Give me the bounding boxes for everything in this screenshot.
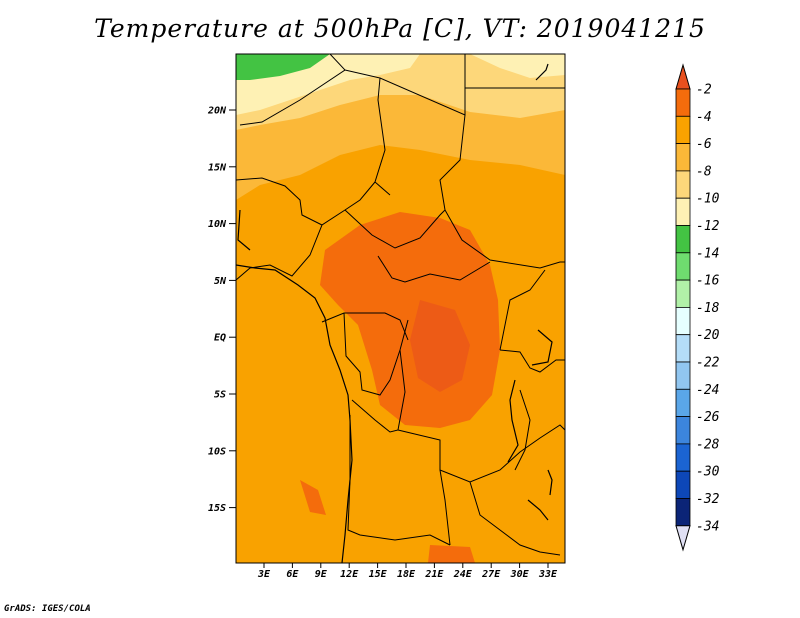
colorbar-label: -30 bbox=[696, 465, 720, 480]
colorbar-swatch bbox=[675, 361, 691, 390]
lon-tick-label: 18E bbox=[397, 569, 416, 580]
colorbar-bottom-arrow bbox=[675, 525, 691, 552]
map-title: Temperature at 500hPa [C], VT: 201904121… bbox=[94, 14, 706, 43]
colorbar-label: -32 bbox=[696, 492, 720, 507]
colorbar-label: -8 bbox=[696, 164, 712, 179]
lon-tick-label: 3E bbox=[257, 569, 271, 580]
lon-tick-label: 24E bbox=[453, 569, 473, 580]
colorbar-label: -4 bbox=[696, 110, 712, 125]
lon-tick-label: 15E bbox=[369, 569, 388, 580]
colorbar-label: -18 bbox=[696, 301, 720, 316]
longitude-axis: 3E 6E 9E 12E 15E 18E 21E 24E 27E 30E 33E bbox=[257, 563, 558, 580]
colorbar-label: -16 bbox=[696, 274, 720, 289]
colorbar-swatch bbox=[675, 498, 691, 527]
colorbar-label: -26 bbox=[696, 410, 720, 425]
colorbar-swatch bbox=[675, 170, 691, 199]
colorbar-swatch bbox=[675, 443, 691, 472]
colorbar-label: -10 bbox=[696, 192, 720, 207]
colorbar-swatch bbox=[675, 88, 691, 117]
lat-tick-label: EQ bbox=[214, 333, 226, 344]
colorbar-swatch bbox=[675, 252, 691, 281]
lon-tick-label: 21E bbox=[424, 569, 444, 580]
lat-tick-label: 10S bbox=[208, 446, 226, 457]
colorbar-swatch bbox=[675, 334, 691, 363]
colorbar-label: -2 bbox=[696, 83, 712, 98]
colorbar-swatch bbox=[675, 306, 691, 336]
lat-tick-label: 15N bbox=[208, 162, 227, 173]
colorbar-label: -14 bbox=[696, 246, 719, 261]
map-frame bbox=[235, 53, 566, 564]
latitude-axis: 20N 15N 10N 5N EQ 5S 10S 15S bbox=[207, 106, 236, 514]
coastlines bbox=[236, 63, 553, 563]
lat-tick-label: 10N bbox=[208, 219, 227, 230]
colorbar-swatch bbox=[675, 388, 691, 417]
colorbar-label: -12 bbox=[696, 219, 720, 234]
lon-tick-label: 12E bbox=[340, 569, 359, 580]
colorbar-swatch bbox=[675, 470, 691, 499]
colorbar-swatch bbox=[675, 416, 691, 445]
colorbar-label: -20 bbox=[696, 328, 720, 343]
country-borders bbox=[236, 54, 565, 556]
colorbar-swatch bbox=[675, 279, 691, 308]
colorbar-label: -24 bbox=[696, 383, 719, 398]
lon-tick-label: 6E bbox=[286, 569, 299, 580]
colorbar-label: -28 bbox=[696, 437, 720, 452]
lon-tick-label: 27E bbox=[481, 569, 501, 580]
lon-tick-label: 9E bbox=[315, 569, 328, 580]
lat-tick-label: 5N bbox=[214, 276, 227, 287]
colorbar-label: -22 bbox=[696, 356, 720, 371]
colorbar-swatch bbox=[675, 225, 691, 254]
credit-text: GrADS: IGES/COLA bbox=[4, 604, 91, 614]
temperature-field bbox=[236, 54, 565, 563]
colorbar-label: -6 bbox=[696, 137, 712, 152]
lat-tick-label: 15S bbox=[208, 503, 226, 514]
lat-tick-label: 5S bbox=[214, 390, 226, 401]
colorbar: -2 -4 -6 -8 -10 -12 -14 -16 -18 -20 -22 -24 -26 -28 -3… bbox=[675, 63, 720, 552]
colorbar-top-arrow bbox=[675, 63, 691, 90]
colorbar-swatch bbox=[675, 115, 691, 145]
lon-tick-label: 30E bbox=[510, 569, 530, 580]
lat-tick-label: 20N bbox=[207, 106, 227, 117]
lon-tick-label: 33E bbox=[538, 569, 558, 580]
colorbar-swatch bbox=[675, 143, 691, 172]
colorbar-swatch bbox=[675, 197, 691, 226]
colorbar-label: -34 bbox=[696, 519, 719, 534]
